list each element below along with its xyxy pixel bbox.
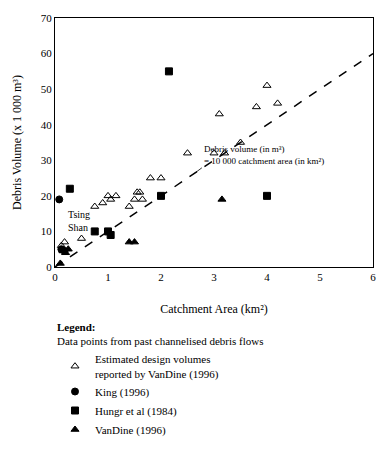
svg-text:Estimated design volumesreport: Estimated design volumesreported by VanD… bbox=[95, 353, 219, 380]
svg-text:40: 40 bbox=[41, 119, 53, 131]
svg-text:2: 2 bbox=[158, 271, 164, 283]
svg-text:Debris volume (in m³)= 10 000: Debris volume (in m³)= 10 000 catchment … bbox=[204, 144, 324, 166]
svg-text:0: 0 bbox=[46, 261, 52, 273]
svg-text:4: 4 bbox=[264, 271, 270, 283]
svg-text:60: 60 bbox=[41, 47, 53, 59]
svg-text:Hungr et al (1984): Hungr et al (1984) bbox=[95, 405, 177, 418]
svg-text:5: 5 bbox=[317, 271, 323, 283]
svg-text:70: 70 bbox=[41, 12, 53, 24]
svg-text:Legend:Data points from past c: Legend:Data points from past channelised… bbox=[57, 321, 264, 347]
svg-text:King (1996): King (1996) bbox=[95, 386, 149, 399]
svg-text:Debris Volume (x 1 000 m³): Debris Volume (x 1 000 m³) bbox=[10, 75, 24, 210]
svg-text:10: 10 bbox=[41, 225, 53, 237]
svg-text:TsingShan: TsingShan bbox=[68, 209, 90, 233]
svg-text:VanDine (1996): VanDine (1996) bbox=[95, 424, 166, 437]
svg-text:Catchment Area (km²): Catchment Area (km²) bbox=[160, 302, 268, 316]
svg-text:30: 30 bbox=[41, 154, 53, 166]
svg-text:20: 20 bbox=[41, 190, 53, 202]
svg-text:3: 3 bbox=[211, 271, 217, 283]
svg-text:1: 1 bbox=[105, 271, 111, 283]
svg-text:0: 0 bbox=[52, 271, 58, 283]
svg-text:50: 50 bbox=[41, 83, 53, 95]
svg-text:6: 6 bbox=[370, 271, 376, 283]
